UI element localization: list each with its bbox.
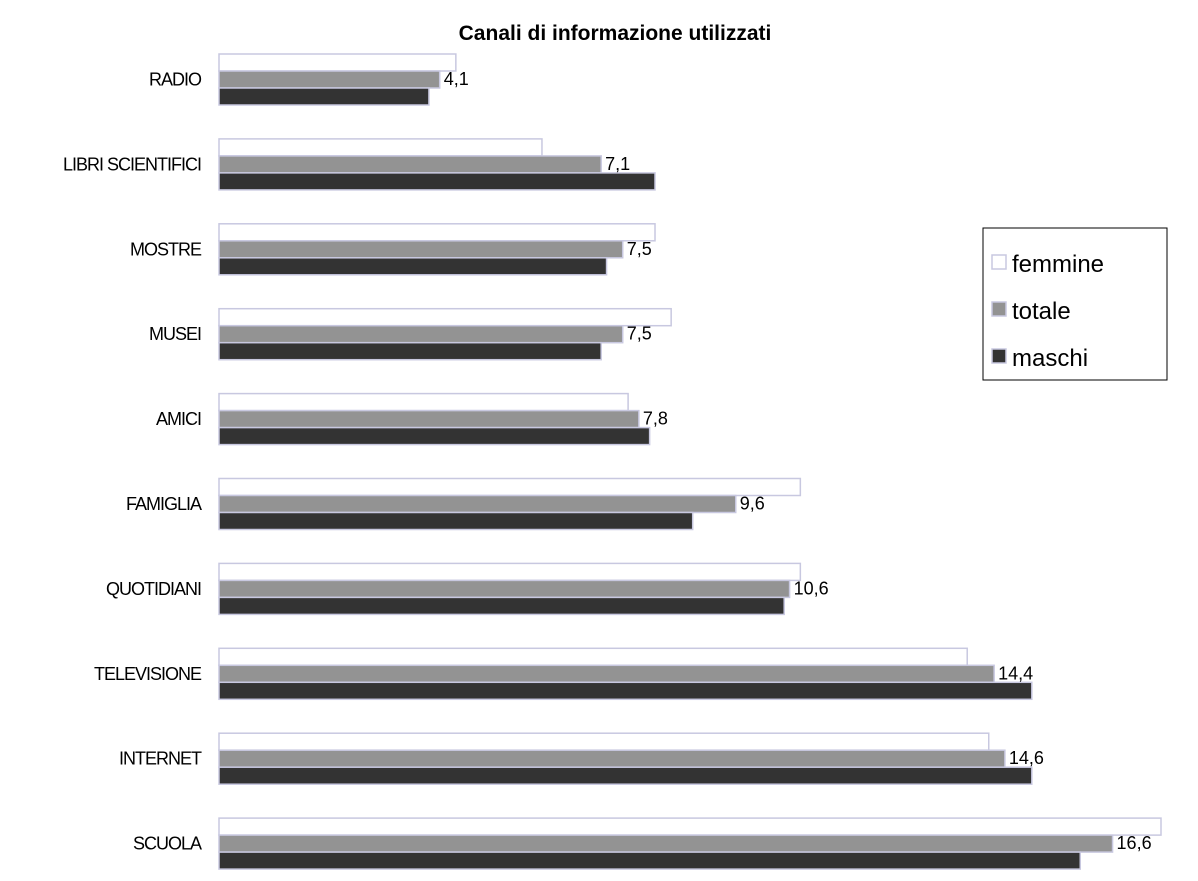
data-label-radio: 4,1 (444, 69, 469, 89)
data-label-scuola: 16,6 (1117, 833, 1152, 853)
bar-femmine-mostre (218, 223, 656, 242)
bar-femmine-famiglia (218, 477, 802, 497)
bar-maschi-quotidiani (218, 596, 785, 616)
bar-totale-libri-scientifici (218, 155, 602, 174)
category-label-libri-scientifici: LIBRI SCIENTIFICI (63, 154, 201, 174)
bar-maschi-internet (218, 766, 1033, 785)
bar-totale-amici (218, 409, 640, 429)
bar-totale-scuola (218, 834, 1114, 853)
category-label-amici: AMICI (156, 409, 201, 429)
data-label-televisione: 14,4 (998, 663, 1033, 683)
bar-maschi-radio (218, 87, 430, 106)
data-label-libri-scientifici: 7,1 (605, 154, 630, 174)
category-label-radio: RADIO (149, 70, 202, 90)
legend-swatch-totale (991, 301, 1007, 317)
bar-maschi-famiglia (218, 511, 694, 531)
bar-maschi-libri-scientifici (218, 172, 656, 191)
legend-label-totale: totale (1012, 298, 1071, 325)
category-label-internet: INTERNET (119, 749, 202, 769)
data-label-amici: 7,8 (643, 409, 668, 429)
category-label-televisione: TELEVISIONE (94, 664, 202, 684)
legend-swatch-maschi (991, 348, 1007, 364)
data-label-internet: 14,6 (1009, 748, 1044, 768)
data-label-quotidiani: 10,6 (794, 578, 829, 598)
chart-title: Canali di informazione utilizzati (459, 22, 772, 45)
bar-maschi-scuola (218, 851, 1082, 870)
bar-totale-famiglia (218, 494, 737, 514)
bar-totale-radio (218, 70, 441, 89)
legend-label-femmine: femmine (1012, 251, 1104, 278)
category-label-scuola: SCUOLA (133, 834, 202, 854)
legend-box (982, 227, 1168, 381)
bar-maschi-amici (218, 426, 651, 446)
legend: femmine totale maschi (982, 227, 1168, 381)
category-label-musei: MUSEI (149, 324, 201, 344)
bars-layer (218, 53, 1162, 870)
bar-femmine-libri-scientifici (218, 138, 543, 157)
bar-totale-internet (218, 749, 1006, 768)
bar-maschi-mostre (218, 257, 608, 276)
bar-femmine-internet (218, 732, 990, 751)
data-label-mostre: 7,5 (627, 239, 652, 259)
bar-totale-musei (218, 324, 624, 344)
bar-maschi-televisione (218, 681, 1033, 701)
bar-femmine-amici (218, 392, 629, 412)
bar-totale-televisione (218, 664, 995, 684)
category-label-mostre: MOSTRE (130, 239, 202, 259)
category-label-quotidiani: QUOTIDIANI (106, 579, 201, 599)
bar-totale-mostre (218, 240, 624, 259)
bar-femmine-quotidiani (218, 562, 802, 582)
data-label-famiglia: 9,6 (740, 494, 765, 514)
bar-femmine-radio (218, 53, 457, 72)
bar-femmine-musei (218, 307, 672, 327)
bar-femmine-televisione (218, 647, 968, 667)
legend-label-maschi: maschi (1012, 345, 1088, 372)
legend-swatch-femmine (991, 254, 1007, 270)
bar-totale-quotidiani (218, 579, 791, 599)
bar-femmine-scuola (218, 817, 1162, 836)
labels-layer: RADIO 4,1 LIBRI SCIENTIFICI 7,1 MOSTRE 7,5 MUS… (63, 69, 1152, 854)
bar-maschi-musei (218, 341, 602, 361)
category-label-famiglia: FAMIGLIA (126, 494, 202, 514)
data-label-musei: 7,5 (627, 324, 652, 344)
